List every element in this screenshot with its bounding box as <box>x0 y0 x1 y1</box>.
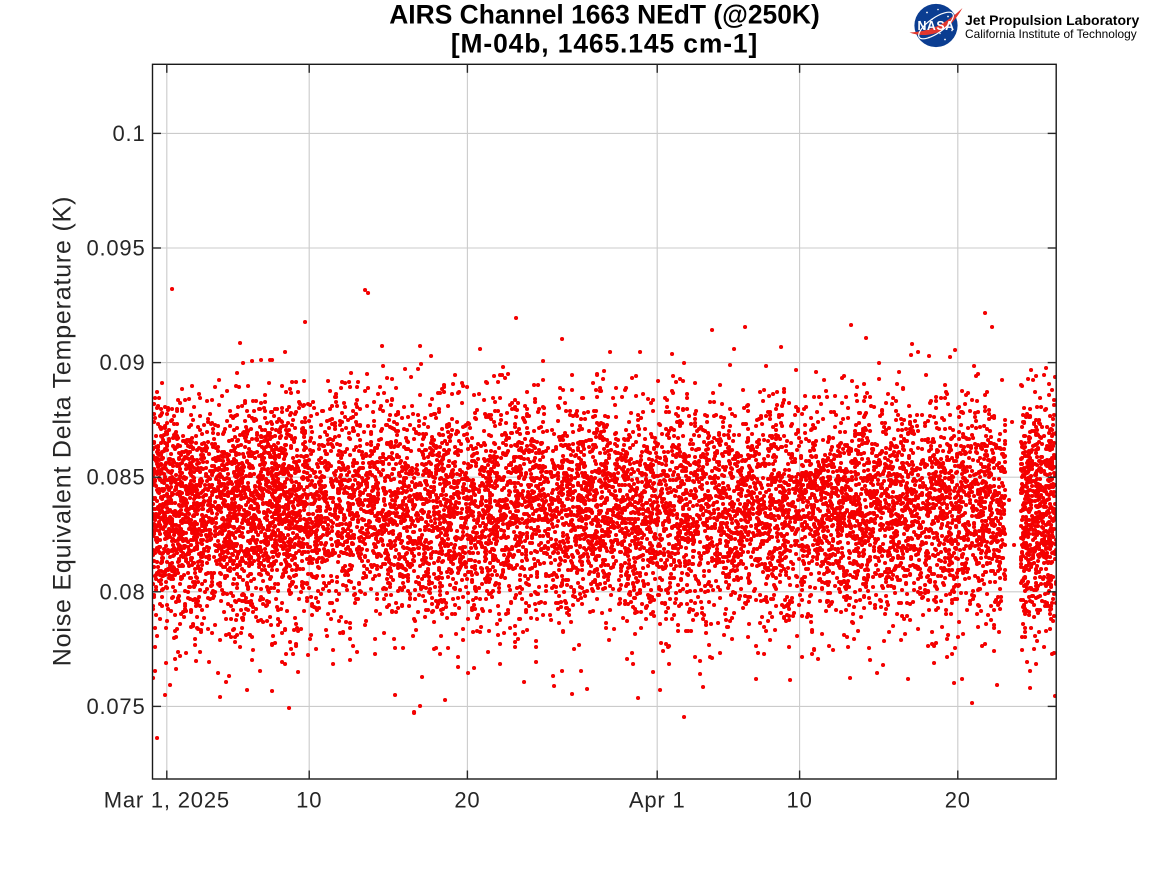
svg-text:Jet Propulsion Laboratory: Jet Propulsion Laboratory <box>965 12 1139 28</box>
svg-text:0.1: 0.1 <box>113 121 146 146</box>
svg-text:0.09: 0.09 <box>99 350 145 375</box>
svg-text:0.08: 0.08 <box>99 579 145 604</box>
svg-text:Apr 1: Apr 1 <box>629 788 686 813</box>
svg-text:20: 20 <box>945 788 971 813</box>
svg-text:[M-04b, 1465.145 cm-1]: [M-04b, 1465.145 cm-1] <box>451 29 758 59</box>
svg-text:20: 20 <box>454 788 480 813</box>
svg-text:0.085: 0.085 <box>86 465 145 490</box>
svg-text:Noise Equivalent Delta Tempera: Noise Equivalent Delta Temperature (K) <box>49 196 77 666</box>
svg-text:AIRS Channel 1663 NEdT (@250K): AIRS Channel 1663 NEdT (@250K) <box>389 0 820 30</box>
svg-text:10: 10 <box>296 788 322 813</box>
svg-text:California Institute of Techno: California Institute of Technology <box>965 27 1137 41</box>
svg-text:0.095: 0.095 <box>86 236 145 261</box>
svg-text:0.075: 0.075 <box>86 694 145 719</box>
svg-text:10: 10 <box>787 788 813 813</box>
svg-text:Mar 1, 2025: Mar 1, 2025 <box>104 788 230 813</box>
